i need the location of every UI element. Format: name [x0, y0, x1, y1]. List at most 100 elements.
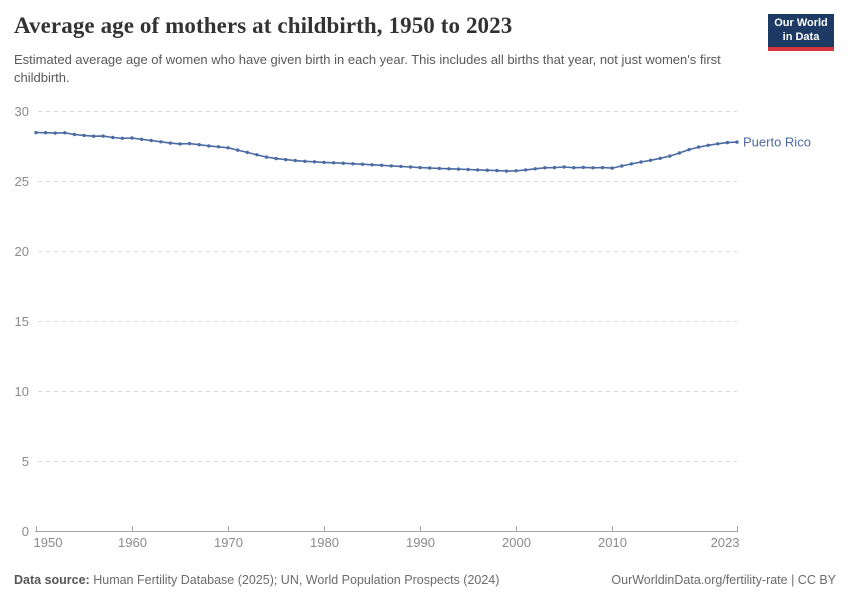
data-point[interactable]	[312, 160, 317, 164]
data-point[interactable]	[696, 145, 701, 149]
data-point[interactable]	[380, 163, 384, 167]
data-point[interactable]	[591, 166, 595, 170]
data-point[interactable]	[658, 156, 662, 160]
data-point[interactable]	[552, 165, 557, 170]
data-point[interactable]	[428, 166, 432, 170]
y-tick-label: 25	[15, 174, 29, 189]
data-source-text: Human Fertility Database (2025); UN, Wor…	[93, 573, 500, 587]
data-point[interactable]	[610, 166, 614, 170]
data-point[interactable]	[716, 142, 720, 146]
data-point[interactable]	[72, 132, 77, 137]
x-tick-label: 1950	[34, 535, 63, 550]
y-tick-label: 0	[22, 524, 29, 539]
data-point[interactable]	[648, 158, 653, 162]
data-point[interactable]	[149, 138, 153, 143]
data-point[interactable]	[139, 137, 144, 141]
data-point[interactable]	[168, 141, 173, 145]
data-point[interactable]	[178, 142, 182, 146]
data-point[interactable]	[533, 167, 537, 171]
data-point[interactable]	[639, 160, 643, 164]
data-point[interactable]	[274, 156, 278, 161]
license-link[interactable]: OurWorldinData.org/fertility-rate | CC B…	[611, 573, 836, 587]
data-point[interactable]	[620, 164, 624, 168]
x-tick-label: 2023	[711, 535, 740, 550]
data-point[interactable]	[264, 155, 269, 159]
x-tick-label: 2010	[598, 535, 627, 550]
data-point[interactable]	[706, 143, 710, 147]
data-point[interactable]	[111, 135, 115, 140]
data-point[interactable]	[456, 167, 461, 171]
data-point[interactable]	[322, 160, 326, 165]
data-point[interactable]	[485, 168, 489, 172]
data-point[interactable]	[735, 140, 739, 144]
data-point[interactable]	[476, 168, 480, 172]
data-point[interactable]	[226, 146, 230, 150]
data-point[interactable]	[418, 165, 422, 170]
data-point[interactable]	[216, 145, 221, 149]
data-point[interactable]	[34, 130, 38, 135]
data-point[interactable]	[255, 153, 259, 157]
data-point[interactable]	[341, 161, 345, 165]
data-point[interactable]	[159, 140, 163, 144]
data-point[interactable]	[53, 131, 57, 135]
data-point[interactable]	[63, 131, 67, 135]
y-tick-label: 20	[15, 244, 29, 259]
data-point[interactable]	[543, 166, 547, 170]
y-tick-label: 30	[15, 104, 29, 119]
data-point[interactable]	[82, 133, 86, 138]
data-point[interactable]	[187, 141, 192, 146]
data-point[interactable]	[303, 159, 307, 163]
x-tick-label: 1990	[406, 535, 435, 550]
data-point[interactable]	[447, 167, 451, 171]
data-point[interactable]	[207, 144, 211, 148]
data-point[interactable]	[437, 166, 441, 171]
chart-subtitle: Estimated average age of women who have …	[14, 52, 721, 86]
y-tick-label: 15	[15, 314, 29, 329]
x-tick-label: 1980	[310, 535, 339, 550]
data-point[interactable]	[370, 163, 374, 167]
data-source-note: Data source: Human Fertility Database (2…	[14, 573, 499, 587]
data-point[interactable]	[668, 154, 672, 158]
data-point[interactable]	[236, 148, 240, 152]
series-label: Puerto Rico	[743, 135, 811, 150]
data-point[interactable]	[389, 164, 393, 168]
data-point[interactable]	[130, 136, 134, 140]
x-tick-label: 1970	[214, 535, 243, 550]
chart-footer: Data source: Human Fertility Database (2…	[14, 573, 836, 587]
data-point[interactable]	[351, 162, 355, 166]
owid-logo[interactable]: Our World in Data	[768, 14, 834, 51]
data-point[interactable]	[197, 143, 201, 147]
data-point[interactable]	[284, 157, 288, 162]
data-point[interactable]	[101, 134, 105, 138]
data-point[interactable]	[495, 168, 499, 173]
data-point[interactable]	[43, 131, 48, 135]
y-tick-label: 10	[15, 384, 29, 399]
data-point[interactable]	[629, 162, 634, 166]
data-point[interactable]	[572, 166, 576, 170]
data-point[interactable]	[466, 167, 470, 172]
data-point[interactable]	[399, 164, 403, 169]
data-point[interactable]	[332, 161, 336, 165]
y-tick-label: 5	[22, 454, 29, 469]
x-tick-label: 1960	[118, 535, 147, 550]
data-point[interactable]	[360, 162, 365, 166]
data-point[interactable]	[562, 165, 566, 169]
data-point[interactable]	[91, 134, 96, 138]
data-point[interactable]	[687, 147, 691, 152]
data-point[interactable]	[293, 158, 297, 163]
data-point[interactable]	[725, 140, 730, 145]
data-point[interactable]	[677, 151, 682, 155]
data-point[interactable]	[514, 169, 518, 173]
data-point[interactable]	[408, 165, 413, 169]
data-point[interactable]	[245, 150, 249, 155]
data-point[interactable]	[524, 168, 528, 172]
data-point[interactable]	[581, 165, 586, 170]
data-point[interactable]	[600, 165, 605, 170]
logo-line1: Our World	[774, 17, 828, 30]
x-tick-label: 2000	[502, 535, 531, 550]
logo-line2: in Data	[782, 30, 820, 43]
data-point[interactable]	[504, 169, 509, 173]
data-point[interactable]	[120, 136, 125, 140]
